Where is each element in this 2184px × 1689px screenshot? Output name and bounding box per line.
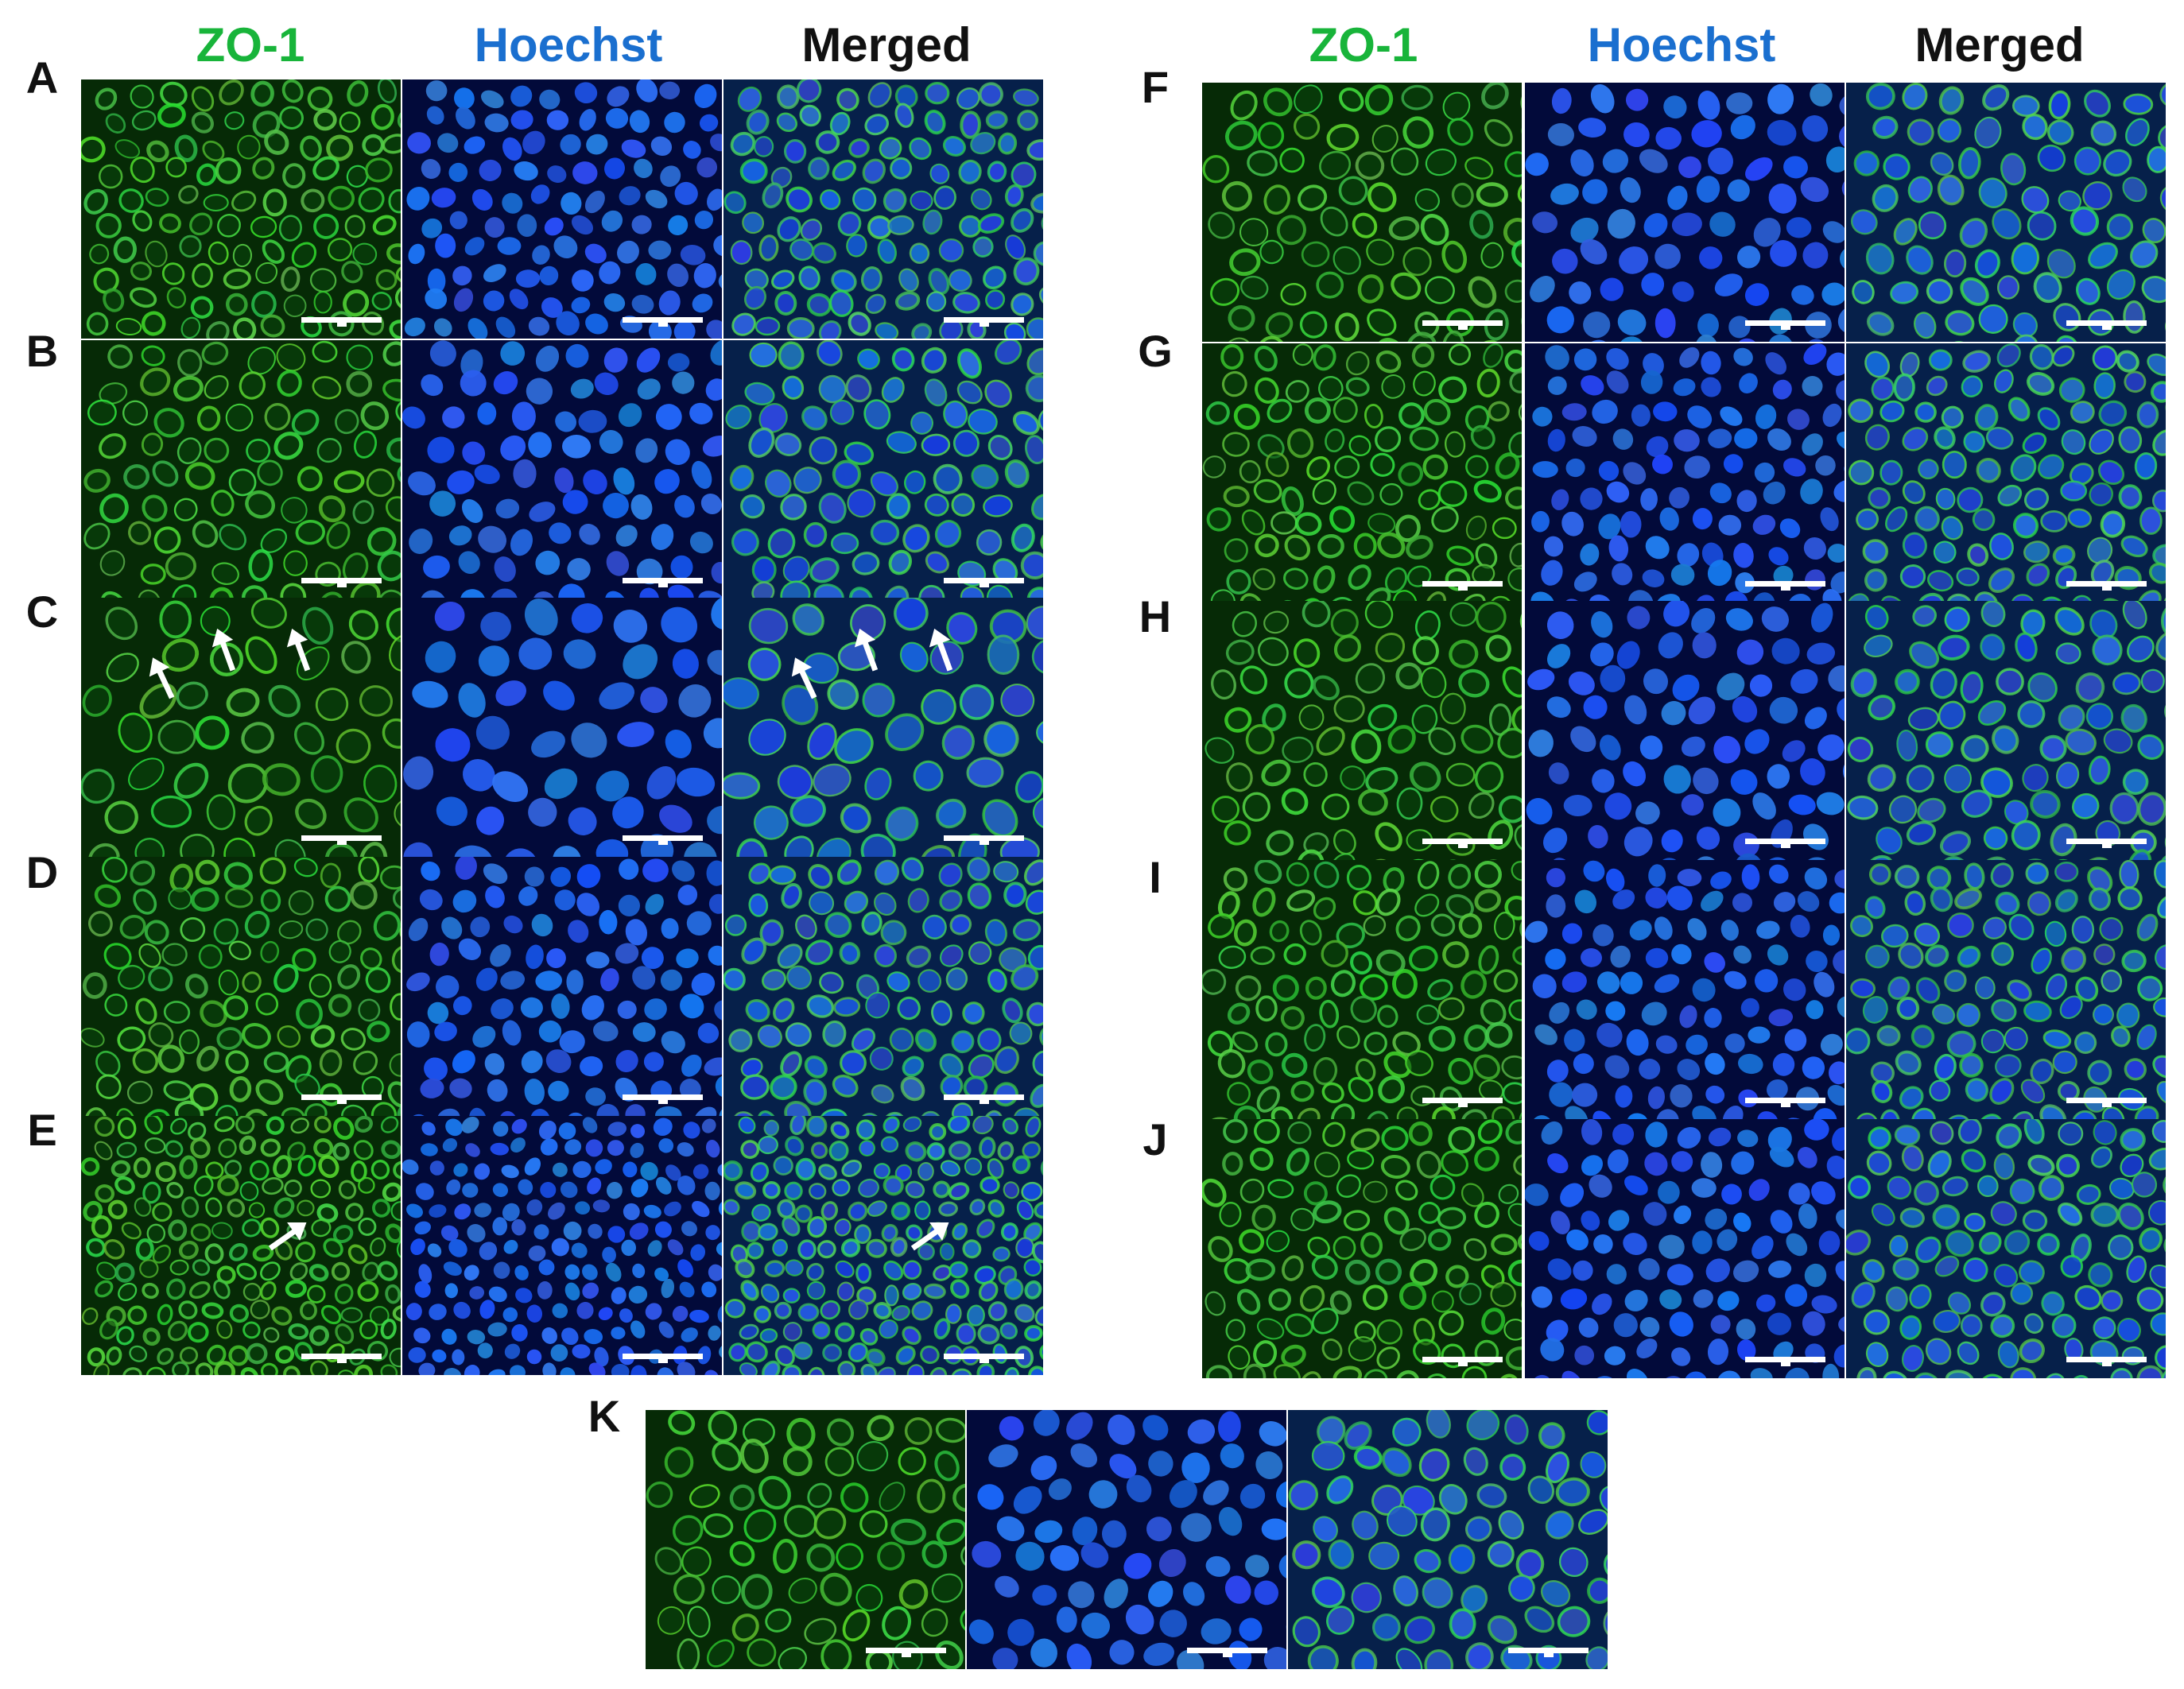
scale-bar <box>301 578 382 587</box>
scale-bar <box>944 1094 1024 1104</box>
tile-b-merged <box>723 340 1043 599</box>
scale-bar <box>623 835 703 845</box>
tile-i-zo1 <box>1202 860 1522 1119</box>
scale-bar <box>1187 1648 1267 1657</box>
scale-bar <box>2066 839 2147 848</box>
row-label-c: C <box>25 587 59 637</box>
scale-bar <box>1422 1098 1503 1107</box>
scale-bar <box>1422 839 1503 848</box>
tile-a-merged <box>723 79 1043 339</box>
scale-bar <box>944 317 1024 327</box>
tile-c-hoechst <box>402 598 722 857</box>
tile-f-hoechst <box>1525 83 1845 342</box>
scale-bar <box>1745 1098 1825 1107</box>
scale-bar <box>301 835 382 845</box>
scale-bar <box>944 578 1024 587</box>
tile-e-hoechst <box>402 1116 722 1375</box>
tile-h-zo1 <box>1202 601 1522 860</box>
row-label-h: H <box>1139 591 1172 641</box>
tile-h-hoechst <box>1525 601 1845 860</box>
scale-bar <box>1422 1357 1503 1366</box>
tile-i-hoechst <box>1525 860 1845 1119</box>
row-label-i: I <box>1149 852 1162 902</box>
row-label-k: K <box>588 1391 621 1441</box>
tile-d-merged <box>723 857 1043 1116</box>
tile-e-merged <box>723 1116 1043 1375</box>
scale-bar <box>1745 1357 1825 1366</box>
tile-k-hoechst <box>967 1410 1286 1669</box>
tile-g-zo1 <box>1202 343 1522 602</box>
scale-bar <box>944 835 1024 845</box>
row-label-e: E <box>27 1105 57 1155</box>
row-label-j: J <box>1142 1114 1168 1164</box>
header-zo1-left: ZO-1 <box>196 18 305 72</box>
scale-bar <box>1508 1648 1589 1657</box>
tile-d-hoechst <box>402 857 722 1116</box>
row-label-f: F <box>1141 62 1170 112</box>
row-label-a: A <box>25 52 59 103</box>
header-zo1-right: ZO-1 <box>1309 18 1418 72</box>
scale-bar <box>301 1094 382 1104</box>
tile-j-hoechst <box>1525 1119 1845 1378</box>
scale-bar <box>1422 581 1503 591</box>
tile-j-zo1 <box>1202 1119 1522 1378</box>
scale-bar <box>1422 320 1503 330</box>
header-hoechst-right: Hoechst <box>1587 18 1776 72</box>
tile-g-merged <box>1846 343 2166 602</box>
tile-c-merged <box>723 598 1043 857</box>
scale-bar <box>623 1354 703 1363</box>
tile-a-zo1 <box>81 79 401 339</box>
tile-e-zo1 <box>81 1116 401 1375</box>
scale-bar <box>623 317 703 327</box>
tile-k-zo1 <box>646 1410 965 1669</box>
scale-bar <box>1745 839 1825 848</box>
scale-bar <box>1745 581 1825 591</box>
tile-f-zo1 <box>1202 83 1522 342</box>
tile-k-merged <box>1288 1410 1608 1669</box>
scale-bar <box>1745 320 1825 330</box>
row-label-b: B <box>25 326 59 376</box>
tile-g-hoechst <box>1525 343 1845 602</box>
tile-f-merged <box>1846 83 2166 342</box>
tile-i-merged <box>1846 860 2166 1119</box>
header-merged-left: Merged <box>801 18 972 72</box>
tile-b-hoechst <box>402 340 722 599</box>
header-merged-right: Merged <box>1914 18 2085 72</box>
tile-a-hoechst <box>402 79 722 339</box>
scale-bar <box>2066 581 2147 591</box>
scale-bar <box>623 578 703 587</box>
scale-bar <box>944 1354 1024 1363</box>
tile-b-zo1 <box>81 340 401 599</box>
tile-c-zo1 <box>81 598 401 857</box>
scale-bar <box>623 1094 703 1104</box>
tile-h-merged <box>1846 601 2166 860</box>
scale-bar <box>2066 1357 2147 1366</box>
row-label-g: G <box>1138 326 1173 376</box>
header-hoechst-left: Hoechst <box>474 18 663 72</box>
scale-bar <box>301 1354 382 1363</box>
scale-bar <box>301 317 382 327</box>
scale-bar <box>2066 1098 2147 1107</box>
tile-d-zo1 <box>81 857 401 1116</box>
tile-j-merged <box>1846 1119 2166 1378</box>
scale-bar <box>2066 320 2147 330</box>
scale-bar <box>866 1648 946 1657</box>
row-label-d: D <box>25 847 59 897</box>
